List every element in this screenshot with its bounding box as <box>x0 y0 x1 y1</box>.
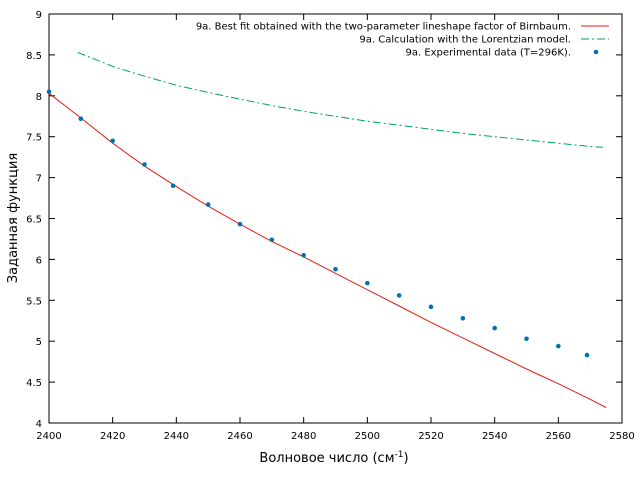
x-axis-title: Волновое число (см-1) <box>259 450 408 466</box>
data-point <box>301 253 306 258</box>
series-layer <box>46 51 607 408</box>
x-tick-label: 2540 <box>482 431 507 442</box>
legend-swatch-points <box>593 49 599 55</box>
y-tick-label: 7 <box>36 174 42 185</box>
y-tick-label: 5 <box>36 337 42 348</box>
legend-label: 9a. Best fit obtained with the two-param… <box>196 22 571 33</box>
data-point <box>142 162 147 167</box>
data-point <box>460 315 466 321</box>
legend-label: 9a. Calculation with the Lorentzian mode… <box>359 35 571 46</box>
y-tick-label: 6 <box>36 255 42 266</box>
x-tick-label: 2480 <box>291 431 316 442</box>
series-lorentzian-line <box>77 51 603 148</box>
y-axis-title: Заданная функция <box>6 153 21 283</box>
data-point <box>269 237 275 243</box>
series-experimental-points <box>46 89 590 358</box>
axis-tick-labels: 2400 2420 2440 2460 2480 2500 2520 2540 2560 2580… <box>26 10 635 442</box>
y-tick-label: 8 <box>36 92 42 103</box>
x-tick-label: 2440 <box>164 431 189 442</box>
x-axis-title-close: ) <box>403 451 408 466</box>
data-point <box>556 343 561 349</box>
data-point <box>492 325 497 331</box>
data-point <box>110 138 115 144</box>
data-point <box>237 221 243 227</box>
data-point <box>584 352 590 358</box>
data-point <box>524 336 529 342</box>
x-tick-label: 2400 <box>36 431 61 442</box>
y-tick-label: 4 <box>36 419 42 430</box>
y-tick-label: 4.5 <box>26 378 42 389</box>
data-point <box>333 266 338 272</box>
y-tick-label: 8.5 <box>26 51 42 62</box>
x-tick-label: 2580 <box>609 431 634 442</box>
x-tick-label: 2500 <box>355 431 380 442</box>
data-point <box>78 116 84 122</box>
legend: 9a. Best fit obtained with the two-param… <box>196 22 609 59</box>
x-tick-label: 2460 <box>227 431 252 442</box>
y-tick-label: 7.5 <box>26 133 42 144</box>
x-axis-title-superscript: -1 <box>395 450 404 460</box>
data-point <box>46 89 52 95</box>
x-tick-label: 2420 <box>100 431 125 442</box>
data-point <box>396 293 402 298</box>
x-tick-label: 2520 <box>418 431 443 442</box>
data-point <box>365 280 370 286</box>
data-point <box>428 304 434 310</box>
legend-label: 9a. Experimental data (T=296K). <box>405 48 571 59</box>
data-point <box>205 202 211 207</box>
y-tick-label: 6.5 <box>26 215 42 226</box>
x-tick-label: 2560 <box>546 431 571 442</box>
data-point <box>170 183 176 189</box>
y-tick-label: 5.5 <box>26 296 42 307</box>
y-tick-label: 9 <box>36 10 42 21</box>
